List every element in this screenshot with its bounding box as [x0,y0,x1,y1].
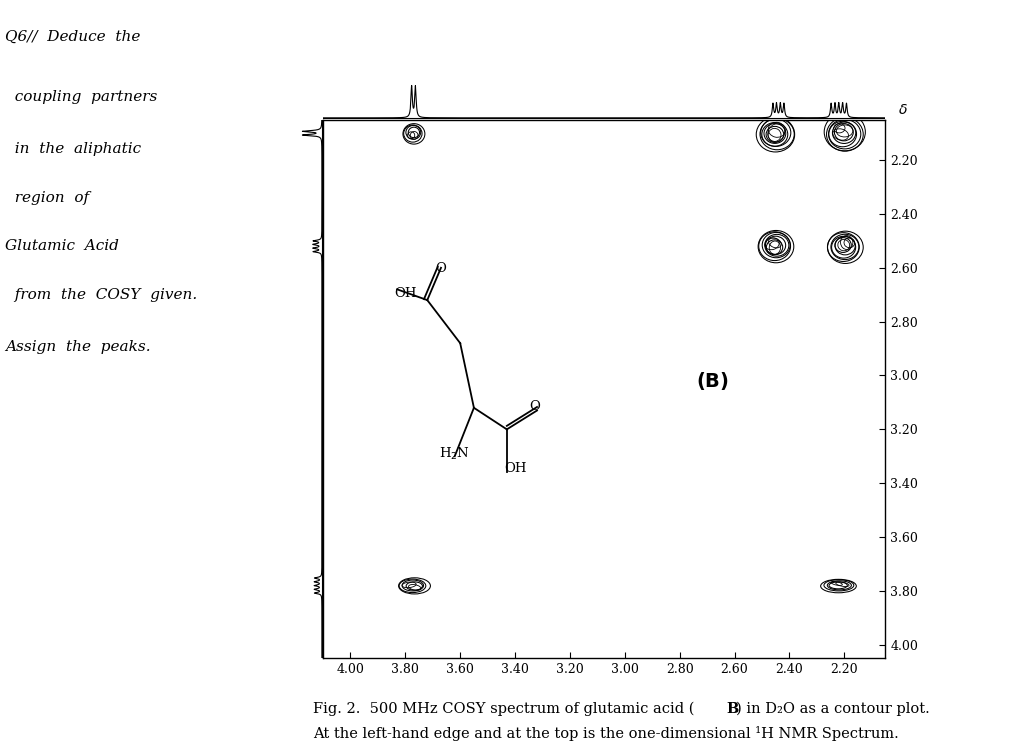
Text: ) in D₂O as a contour plot.: ) in D₂O as a contour plot. [736,702,930,716]
Text: At the left-hand edge and at the top is the one-dimensional ¹H NMR Spectrum.: At the left-hand edge and at the top is … [313,726,899,741]
Text: coupling  partners: coupling partners [5,90,158,104]
Text: O: O [436,263,447,275]
Text: Assign  the  peaks.: Assign the peaks. [5,340,151,355]
Text: from  the  COSY  given.: from the COSY given. [5,288,197,302]
Text: H$_2$N: H$_2$N [440,446,471,462]
Text: region  of: region of [5,191,90,205]
Text: Glutamic  Acid: Glutamic Acid [5,239,119,254]
Text: OH: OH [504,462,526,475]
Text: $\delta$: $\delta$ [898,103,908,117]
Text: B: B [727,702,739,716]
Text: $\mathbf{(B)}$: $\mathbf{(B)}$ [697,370,730,392]
Text: Fig. 2.  500 MHz COSY spectrum of glutamic acid (: Fig. 2. 500 MHz COSY spectrum of glutami… [313,702,695,716]
Text: in  the  aliphatic: in the aliphatic [5,142,141,156]
Text: OH: OH [394,286,417,300]
Text: O: O [528,400,540,413]
Text: Q6//  Deduce  the: Q6// Deduce the [5,30,140,44]
